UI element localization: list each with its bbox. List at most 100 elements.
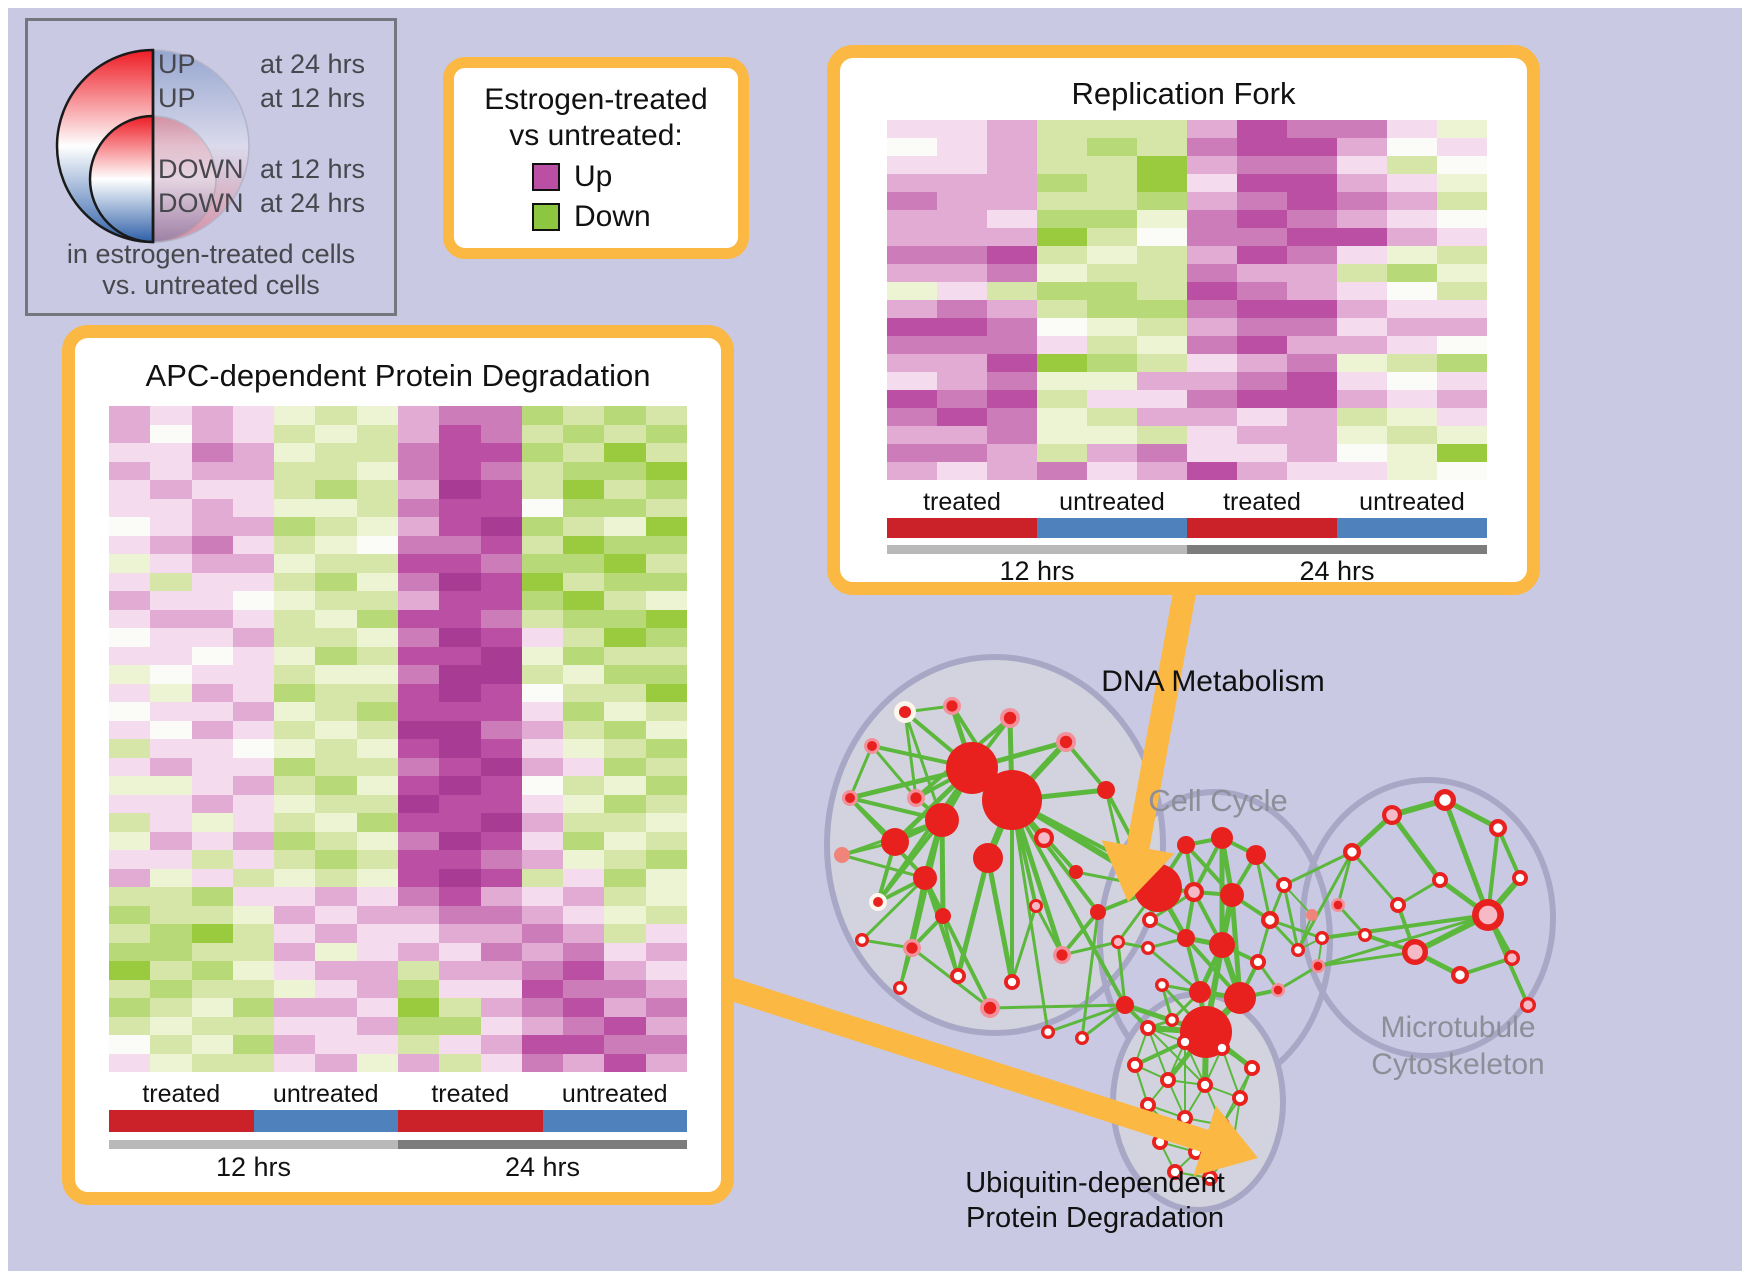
- network-node-ringwhite: [1294, 946, 1302, 954]
- heatmap-cell: [480, 572, 522, 591]
- network-node-ringwhite: [896, 984, 904, 992]
- heatmap-row: [887, 282, 1487, 300]
- heatmap-cell: [604, 905, 646, 924]
- heatmap-cell: [521, 683, 564, 702]
- heatmap-cell: [150, 665, 192, 684]
- heatmap-cell: [232, 720, 275, 739]
- heatmap-cell: [937, 408, 987, 426]
- heatmap-cell: [604, 1035, 646, 1054]
- rf-untreated-bar-12: [1037, 518, 1187, 538]
- heatmap-cell: [274, 535, 316, 554]
- heatmap-cell: [397, 998, 440, 1017]
- heatmap-cell: [563, 665, 605, 684]
- heatmap-cell: [645, 480, 687, 499]
- heatmap-row: [109, 1053, 687, 1072]
- heatmap-cell: [315, 979, 357, 998]
- network-node-solid: [1069, 865, 1083, 879]
- heatmap-cell: [1187, 408, 1237, 426]
- heatmap-cell: [1337, 426, 1387, 444]
- network-edge: [1317, 950, 1416, 968]
- heatmap-cell: [937, 264, 987, 282]
- heatmap-cell: [563, 406, 605, 425]
- heatmap-cell: [604, 443, 646, 462]
- heatmap-cell: [563, 1035, 605, 1054]
- heatmap-cell: [1087, 318, 1137, 336]
- heatmap-cell: [109, 961, 151, 980]
- network-edge: [1221, 1047, 1241, 1099]
- heatmap-cell: [1287, 282, 1337, 300]
- heatmap-cell: [397, 739, 440, 758]
- up-label: Up: [574, 160, 613, 193]
- heatmap-cell: [356, 646, 398, 665]
- heatmap-cell: [232, 979, 275, 998]
- heatmap-cell: [150, 850, 192, 869]
- heatmap-cell: [1037, 264, 1087, 282]
- network-edge: [1010, 799, 1050, 1033]
- heatmap-cell: [232, 831, 275, 850]
- network-node-pinkcore: [1507, 953, 1517, 963]
- heatmap-row: [887, 174, 1487, 192]
- heatmap-cell: [191, 498, 233, 517]
- apc-untreated-bar-24: [542, 1110, 687, 1132]
- heatmap-cell: [274, 443, 316, 462]
- heatmap-cell: [109, 424, 151, 443]
- network-node-ringwhite: [1217, 1043, 1227, 1053]
- heatmap-row: [109, 554, 687, 573]
- heatmap-cell: [521, 831, 564, 850]
- heatmap-cell: [232, 554, 275, 573]
- heatmap-cell: [1387, 282, 1437, 300]
- heatmap-cell: [439, 924, 481, 943]
- heatmap-cell: [563, 609, 605, 628]
- apc-untreated-bar-12: [253, 1110, 398, 1132]
- network-node-ringwhite: [1168, 1016, 1176, 1024]
- heatmap-cell: [397, 498, 440, 517]
- heatmap-cell: [645, 794, 687, 813]
- legend-item-down: Down: [454, 200, 738, 234]
- heatmap-cell: [480, 535, 522, 554]
- network-node-ringwhite: [1078, 1034, 1086, 1042]
- heatmap-cell: [987, 282, 1037, 300]
- heatmap-cell: [315, 1016, 357, 1035]
- network-node-pinkring: [1003, 711, 1017, 725]
- heatmap-cell: [356, 831, 398, 850]
- heatmap-cell: [274, 498, 316, 517]
- network-edge: [1296, 851, 1354, 951]
- network-edge: [985, 857, 1015, 983]
- apc-treated-bar-24: [398, 1110, 543, 1132]
- heatmap-cell: [397, 572, 440, 591]
- heatmap-cell: [1187, 174, 1237, 192]
- legend-up-12-dir: UP: [158, 83, 196, 113]
- network-edge: [1081, 1003, 1126, 1040]
- heatmap-cell: [521, 887, 564, 906]
- heatmap-cell: [274, 702, 316, 721]
- heatmap-cell: [274, 665, 316, 684]
- heatmap-cell: [521, 942, 564, 961]
- network-edge: [1442, 799, 1491, 916]
- heatmap-cell: [1237, 354, 1287, 372]
- heatmap-cell: [315, 739, 357, 758]
- down-color-swatch: [532, 203, 560, 231]
- heatmap-cell: [887, 138, 937, 156]
- heatmap-cell: [645, 535, 687, 554]
- heatmap-cell: [274, 850, 316, 869]
- heatmap-cell: [563, 942, 605, 961]
- heatmap-cell: [645, 517, 687, 536]
- heatmap-cell: [521, 443, 564, 462]
- heatmap-cell: [645, 665, 687, 684]
- heatmap-row: [109, 979, 687, 998]
- network-edge: [1034, 905, 1064, 956]
- heatmap-cell: [1037, 210, 1087, 228]
- heatmap-cell: [645, 572, 687, 591]
- heatmap-cell: [397, 480, 440, 499]
- heatmap-cell: [1437, 372, 1487, 390]
- heatmap-cell: [109, 461, 151, 480]
- heatmap-cell: [521, 1035, 564, 1054]
- heatmap-cell: [109, 1053, 151, 1072]
- heatmap-cell: [1237, 282, 1287, 300]
- heatmap-row: [109, 868, 687, 887]
- heatmap-cell: [1387, 444, 1437, 462]
- heatmap-row: [109, 924, 687, 943]
- heatmap-cell: [191, 517, 233, 536]
- heatmap-cell: [1387, 462, 1437, 480]
- heatmap-cell: [191, 628, 233, 647]
